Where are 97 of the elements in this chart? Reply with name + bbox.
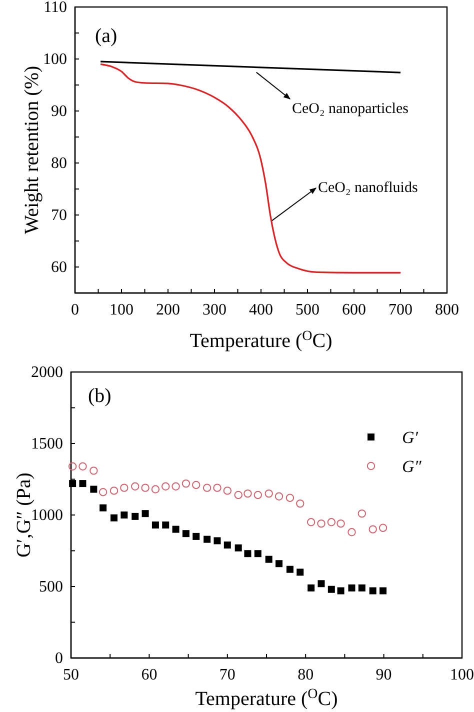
point bbox=[162, 482, 170, 490]
point bbox=[296, 568, 304, 576]
x-tick-label: 50 bbox=[63, 666, 79, 684]
point bbox=[79, 480, 86, 488]
legend-label: G′ bbox=[402, 428, 418, 447]
point bbox=[244, 550, 252, 558]
point bbox=[286, 494, 294, 502]
point bbox=[336, 519, 345, 528]
y-tick-label: 1500 bbox=[31, 436, 63, 453]
point bbox=[328, 586, 335, 593]
x-tick-label: 600 bbox=[342, 301, 366, 318]
point bbox=[358, 509, 366, 518]
point bbox=[90, 466, 98, 475]
x-tick-label: 800 bbox=[435, 301, 459, 318]
point bbox=[192, 480, 200, 490]
point bbox=[151, 485, 160, 494]
point bbox=[234, 490, 242, 500]
y-tick-label: 0 bbox=[55, 650, 63, 668]
point bbox=[214, 537, 221, 544]
point bbox=[369, 587, 376, 594]
x-tick-label: 80 bbox=[298, 666, 314, 684]
point bbox=[276, 560, 283, 568]
point bbox=[152, 522, 159, 529]
point bbox=[380, 587, 387, 594]
point bbox=[224, 542, 231, 549]
y-tick-label: 100 bbox=[43, 51, 67, 68]
y-tick-label: 60 bbox=[51, 259, 67, 276]
y-tick-label: 500 bbox=[39, 578, 63, 596]
point bbox=[141, 484, 150, 492]
x-tick-label: 700 bbox=[388, 301, 412, 318]
point bbox=[100, 504, 107, 512]
point bbox=[182, 530, 190, 538]
point bbox=[337, 587, 344, 594]
y-tick-label: 80 bbox=[51, 155, 67, 172]
point bbox=[90, 486, 98, 493]
point bbox=[132, 512, 139, 520]
point bbox=[254, 490, 262, 500]
point bbox=[172, 526, 180, 533]
x-tick-label: 70 bbox=[219, 666, 236, 684]
y-tick-label: 1000 bbox=[31, 507, 63, 524]
point bbox=[110, 486, 118, 495]
y-tick-label: 110 bbox=[44, 0, 67, 16]
x-axis-title: Temperature ($^{O}$C) bbox=[195, 686, 338, 710]
point bbox=[182, 479, 190, 488]
y-tick-label: 2000 bbox=[31, 364, 63, 382]
point bbox=[192, 532, 200, 540]
point bbox=[98, 488, 108, 496]
annotation: CeO₂ nanofluids bbox=[318, 180, 418, 196]
annotation: (b) bbox=[88, 385, 112, 407]
y-axis-title: Weight retention (%) bbox=[21, 66, 43, 234]
point bbox=[213, 484, 222, 492]
y-tick-label: 90 bbox=[51, 103, 67, 120]
point bbox=[286, 566, 294, 573]
point bbox=[69, 480, 76, 488]
point bbox=[78, 462, 87, 470]
x-tick-label: 300 bbox=[202, 301, 226, 318]
point bbox=[202, 484, 212, 492]
point bbox=[368, 525, 377, 534]
x-tick-label: 100 bbox=[450, 666, 474, 684]
annotation: (a) bbox=[95, 25, 118, 47]
point bbox=[172, 482, 180, 490]
x-axis-title: Temperature ($^{O}$C) bbox=[190, 328, 332, 352]
point bbox=[204, 536, 211, 543]
point bbox=[378, 524, 388, 532]
point bbox=[358, 584, 366, 592]
point bbox=[265, 556, 272, 563]
x-tick-label: 100 bbox=[110, 301, 134, 318]
point bbox=[110, 514, 118, 522]
point bbox=[131, 482, 140, 490]
annotation: CeO₂ nanoparticles bbox=[292, 101, 409, 117]
point bbox=[308, 584, 315, 592]
x-tick-label: 500 bbox=[296, 301, 320, 318]
point bbox=[223, 486, 232, 495]
point bbox=[296, 499, 304, 508]
point bbox=[274, 492, 284, 501]
point bbox=[254, 550, 262, 558]
legend-label: G″ bbox=[402, 457, 422, 476]
point bbox=[327, 518, 336, 526]
y-tick-label: 70 bbox=[51, 207, 67, 224]
point bbox=[120, 512, 128, 518]
point bbox=[348, 528, 356, 536]
point bbox=[68, 462, 77, 470]
point bbox=[244, 489, 252, 498]
point bbox=[348, 584, 356, 592]
point bbox=[264, 489, 273, 498]
x-tick-label: 400 bbox=[249, 301, 273, 318]
point bbox=[120, 484, 128, 492]
point bbox=[162, 522, 170, 529]
point bbox=[234, 544, 242, 552]
point bbox=[317, 519, 326, 528]
x-tick-label: 0 bbox=[71, 301, 79, 318]
x-tick-label: 60 bbox=[141, 666, 158, 684]
point bbox=[318, 580, 325, 588]
point bbox=[142, 510, 149, 518]
x-tick-label: 200 bbox=[156, 301, 180, 318]
point bbox=[306, 518, 316, 526]
x-tick-label: 90 bbox=[376, 666, 392, 684]
